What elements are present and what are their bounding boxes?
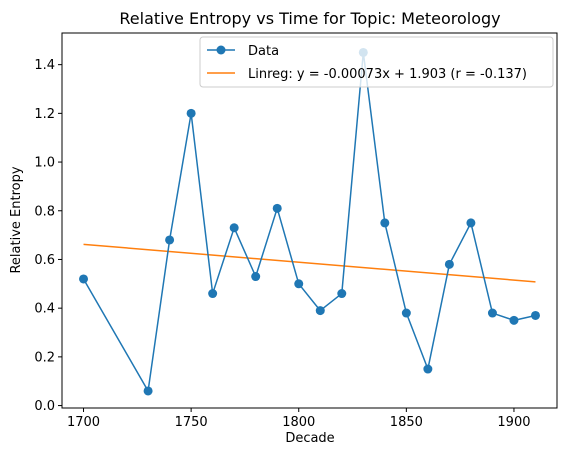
data-line [82, 51, 536, 392]
y-tick-label-1.0: 1.0 [34, 156, 55, 171]
y-tick-label-0.0: 0.0 [34, 399, 55, 414]
x-axis: 1700 1750 1800 1850 1900 [67, 408, 531, 430]
x-tick-label-1750: 1750 [175, 415, 208, 430]
y-tick-label-0.2: 0.2 [34, 350, 55, 365]
legend-marker-data [216, 45, 226, 55]
y-tick-label-1.4: 1.4 [34, 58, 55, 73]
legend-frame [199, 36, 554, 88]
y-tick-label-0.8: 0.8 [34, 204, 55, 219]
data-point-1850 [401, 308, 411, 318]
data-point-1890 [487, 308, 497, 318]
data-point-1790 [272, 203, 282, 213]
y-tick-label-0.4: 0.4 [34, 302, 55, 317]
x-axis-label: Decade [285, 431, 334, 446]
x-tick-label-1850: 1850 [390, 415, 423, 430]
x-tick-label-1800: 1800 [282, 415, 315, 430]
chart-title: Relative Entropy vs Time for Topic: Mete… [119, 9, 500, 28]
series-layer [79, 47, 540, 396]
y-tick-label-0.6: 0.6 [34, 253, 55, 268]
data-point-1810 [315, 306, 325, 316]
data-point-1780 [251, 272, 261, 282]
data-point-1880 [466, 218, 476, 228]
legend-label-linreg: Linreg: y = -0.00073x + 1.903 (r = -0.13… [248, 67, 527, 82]
plot-frame [61, 32, 558, 409]
data-point-1740 [165, 235, 175, 245]
data-point-1820 [337, 289, 347, 299]
data-point-1870 [444, 259, 454, 269]
legend-label-data: Data [248, 44, 279, 59]
data-point-1760 [208, 289, 218, 299]
y-axis-label: Relative Entropy [9, 166, 24, 273]
linreg-line [83, 243, 536, 283]
data-point-1770 [229, 223, 239, 233]
data-point-1900 [509, 315, 519, 325]
data-point-1910 [530, 310, 540, 320]
x-tick-label-1700: 1700 [67, 415, 100, 430]
data-point-1750 [186, 108, 196, 118]
data-point-1730 [143, 386, 153, 396]
data-point-1800 [294, 279, 304, 289]
y-axis: 0.0 0.2 0.4 0.6 0.8 1.0 1.2 1.4 [34, 58, 62, 414]
data-point-1860 [423, 364, 433, 374]
y-tick-label-1.2: 1.2 [34, 107, 55, 122]
data-point-1840 [380, 218, 390, 228]
data-point-1700 [79, 274, 89, 284]
legend: Data Linreg: y = -0.00073x + 1.903 (r = … [199, 36, 554, 88]
plot-area [62, 33, 557, 408]
x-tick-label-1900: 1900 [497, 415, 530, 430]
